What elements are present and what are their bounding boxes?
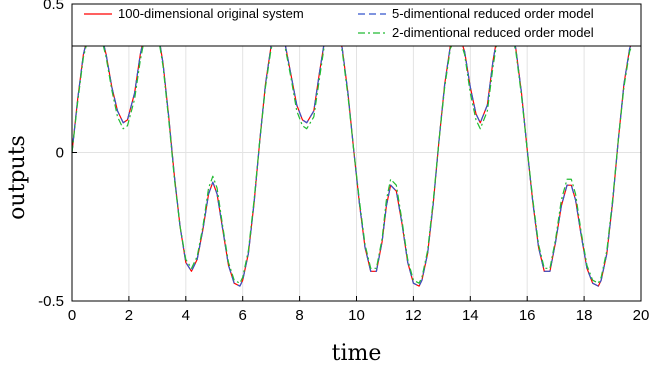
y-tick-label: -0.5 (38, 293, 64, 310)
x-tick-label: 20 (633, 307, 650, 324)
series-line-3 (71, 21, 642, 284)
y-tick-label: 0 (56, 145, 64, 162)
x-tick-label: 0 (68, 307, 76, 324)
x-axis-label: time (332, 341, 382, 366)
legend-label-3: 2-dimentional reduced order model (392, 25, 594, 40)
x-tick-label: 6 (239, 307, 247, 324)
x-tick-label: 12 (405, 307, 422, 324)
axis-ticks: 0 2 4 6 8 10 12 14 16 18 20-0.500.5 (38, 0, 649, 324)
legend-box (71, 3, 642, 47)
y-tick-label: 0.5 (43, 0, 64, 13)
series-lines (71, 18, 642, 287)
grid (71, 3, 642, 302)
x-tick-label: 2 (125, 307, 133, 324)
x-tick-label: 14 (462, 307, 479, 324)
x-tick-label: 16 (519, 307, 536, 324)
x-tick-label: 18 (576, 307, 593, 324)
y-axis-label: outputs (5, 135, 30, 220)
legend-label-2: 5-dimentional reduced order model (392, 6, 594, 21)
series-line-2 (71, 18, 642, 287)
x-tick-label: 4 (182, 307, 190, 324)
legend: 100-dimensional original system 5-dimenti… (71, 3, 642, 47)
x-tick-label: 8 (295, 307, 303, 324)
x-tick-label: 10 (348, 307, 365, 324)
legend-label-1: 100-dimensional original system (118, 6, 304, 21)
